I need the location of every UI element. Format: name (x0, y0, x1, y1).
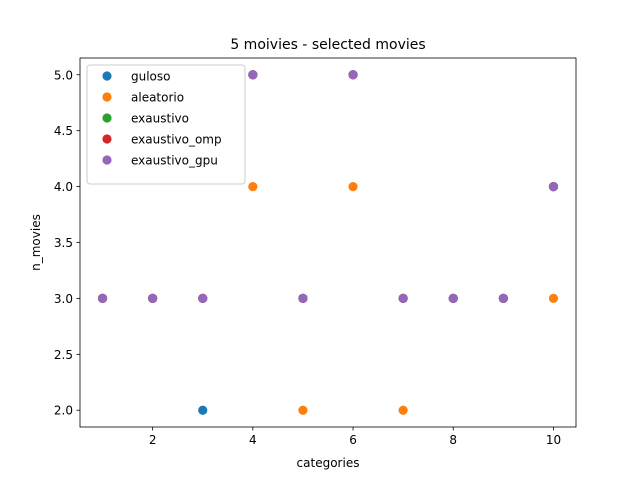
data-point (498, 293, 508, 304)
legend-item: exaustivo (102, 112, 189, 126)
y-tick-label: 3.5 (54, 236, 73, 250)
plot-area-frame (79, 57, 577, 428)
y-axis-label: n_movies (29, 214, 43, 271)
data-point (448, 293, 458, 304)
legend-label: guloso (131, 70, 171, 84)
data-point (148, 293, 158, 304)
y-tick-label: 4.0 (54, 180, 73, 194)
y-tick-label: 4.5 (54, 124, 73, 138)
data-point (298, 293, 308, 304)
y-tick-label: 2.5 (54, 348, 73, 362)
y-tick-label: 5.0 (54, 68, 73, 82)
x-tick-label: 6 (349, 433, 357, 447)
legend: guloso aleatorio exaustivo exaustivo_ompexa… (86, 64, 246, 185)
data-point (248, 181, 258, 192)
legend-item: guloso (102, 70, 171, 84)
legend-marker (102, 155, 112, 165)
legend-marker (102, 92, 112, 102)
legend-marker (102, 71, 112, 81)
legend-marker (102, 134, 112, 144)
y-tick-label: 3.0 (54, 292, 73, 306)
legend-label: exaustivo (131, 112, 189, 126)
x-tick-label: 2 (149, 433, 157, 447)
legend-label: exaustivo_omp (131, 133, 222, 147)
data-point (348, 181, 358, 192)
legend-label: aleatorio (131, 91, 184, 105)
legend-item: exaustivo_gpu (102, 154, 218, 168)
data-point (398, 405, 408, 415)
x-axis-label: categories (297, 456, 360, 470)
data-point (198, 405, 208, 415)
legend-label: exaustivo_gpu (131, 154, 218, 168)
series-exaustivo-gpu (97, 70, 559, 304)
data-point (548, 181, 559, 192)
data-point (398, 293, 408, 304)
chart-title: 5 moivies - selected movies (230, 37, 425, 53)
data-point (248, 70, 258, 80)
data-points (97, 70, 559, 415)
data-point (348, 70, 358, 80)
x-tick-label: 4 (249, 433, 257, 447)
legend-box (86, 64, 246, 185)
data-point (548, 293, 559, 304)
y-tick-label: 2.0 (54, 404, 73, 418)
data-point (298, 405, 308, 415)
data-point (198, 293, 208, 304)
x-tick-label: 8 (449, 433, 457, 447)
data-point (97, 293, 108, 304)
legend-item: aleatorio (102, 91, 184, 105)
x-tick-label: 10 (546, 433, 561, 447)
legend-item: exaustivo_omp (102, 133, 222, 147)
axis-ticks: 2 4 6 8 10 2.0 2.5 3.0 3.5 4.0 4.5 5.0 (54, 68, 561, 447)
legend-marker (102, 113, 112, 123)
